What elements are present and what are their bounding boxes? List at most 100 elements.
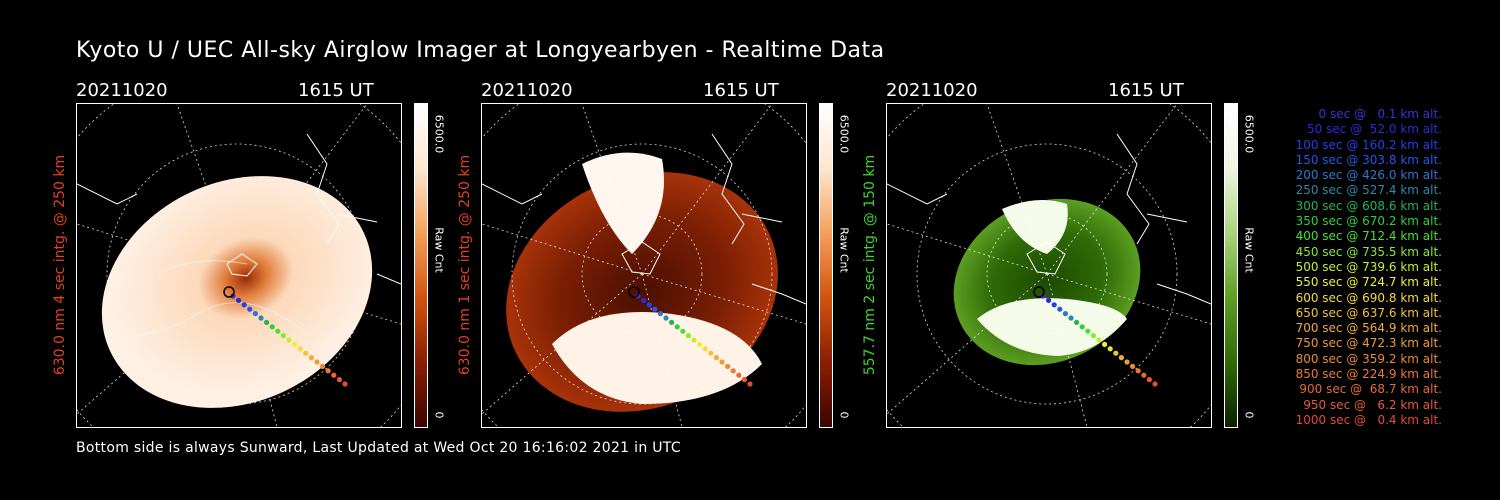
colorbar [414,103,428,428]
trajectory-point [275,328,281,334]
panel-wavelength-label: 557.7 nm 2 sec intg. @ 150 km [862,154,878,376]
trajectory-point [1152,381,1158,387]
trajectory-point [292,341,298,347]
image-panel-1: 20211020 1615 UT 630.0 nm 4 sec intg. @ … [52,80,476,430]
colorbar-max-label: 6500.0 [1242,114,1256,154]
trajectory-point [747,381,753,387]
legend-row: 300 sec @ 608.6 km alt. [1295,198,1442,213]
trajectory-point [674,324,680,330]
colorbar-min-label: 0 [1242,411,1256,419]
trajectory-point [1046,297,1052,303]
trajectory-point [241,302,247,308]
trajectory-point [331,372,337,378]
trajectory-point [646,302,652,308]
trajectory-point [736,372,742,378]
legend-row: 950 sec @ 6.2 km alt. [1303,397,1442,412]
legend-row: 700 sec @ 564.9 km alt. [1295,321,1442,336]
colorbar-min-label: 0 [432,411,446,419]
trajectory-point [1085,328,1091,334]
airglow-image [76,103,402,428]
trajectory-point [342,381,348,387]
trajectory-point [713,355,719,361]
colorbar-unit-label: Raw Cnt [1242,227,1256,273]
colorbar [819,103,833,428]
trajectory-point [669,319,675,325]
colorbar-unit-label: Raw Cnt [837,227,851,273]
trajectory-point [1096,337,1102,343]
legend-row: 750 sec @ 472.3 km alt. [1295,336,1442,351]
legend-row: 600 sec @ 690.8 km alt. [1295,290,1442,305]
colorbar-unit-label: Raw Cnt [432,227,446,273]
legend-row: 900 sec @ 68.7 km alt. [1299,382,1442,397]
colorbar [1224,103,1238,428]
trajectory-point [702,346,708,352]
legend-row: 0 sec @ 0.1 km alt. [1318,107,1443,121]
legend-row: 350 sec @ 670.2 km alt. [1295,214,1442,229]
trajectory-point [286,337,292,343]
colorbar-min-label: 0 [837,411,851,419]
legend-row: 250 sec @ 527.4 km alt. [1295,183,1442,198]
trajectory-point [236,297,242,303]
panel-time: 1615 UT [1108,80,1184,101]
legend-row: 50 sec @ 52.0 km alt. [1307,122,1442,137]
trajectory-point [264,319,270,325]
trajectory-point [269,324,275,330]
trajectory-point [1074,319,1080,325]
trajectory-point [691,337,697,343]
legend-row: 850 sec @ 224.9 km alt. [1295,367,1442,382]
legend-row: 650 sec @ 637.6 km alt. [1295,305,1442,320]
trajectory-point [320,363,326,369]
trajectory-point [325,368,331,374]
panel-date: 20211020 [886,80,978,101]
trajectory-point [685,333,691,339]
trajectory-point [1102,341,1108,347]
trajectory-point [1079,324,1085,330]
trajectory-point [641,297,647,303]
trajectory-point [730,368,736,374]
trajectory-point [1113,350,1119,356]
legend-row: 100 sec @ 160.2 km alt. [1295,137,1442,152]
legend-row: 400 sec @ 712.4 km alt. [1295,229,1442,244]
trajectory-legend: 0 sec @ 0.1 km alt. 50 sec @ 52.0 km alt.… [1258,107,1458,428]
panel-date: 20211020 [76,80,168,101]
airglow-image [481,103,807,428]
trajectory-point [314,359,320,365]
airglow-image [886,103,1212,428]
trajectory-point [697,341,703,347]
trajectory-point [1141,372,1147,378]
footer-note: Bottom side is always Sunward, Last Upda… [76,440,681,456]
trajectory-point [1068,315,1074,321]
legend-row: 200 sec @ 426.0 km alt. [1295,168,1442,183]
trajectory-point [258,315,264,321]
colorbar-max-label: 6500.0 [837,114,851,154]
trajectory-point [1146,377,1152,383]
trajectory-point [1062,311,1068,317]
legend-row: 550 sec @ 724.7 km alt. [1295,275,1442,290]
panel-date: 20211020 [481,80,573,101]
trajectory-point [297,346,303,352]
trajectory-point [719,359,725,365]
panel-time: 1615 UT [298,80,374,101]
trajectory-point [1051,302,1057,308]
trajectory-point [708,350,714,356]
legend-row: 1000 sec @ 0.4 km alt. [1295,412,1442,427]
trajectory-point [652,306,658,312]
trajectory-point [1135,368,1141,374]
page-title: Kyoto U / UEC All-sky Airglow Imager at … [76,38,885,63]
trajectory-point [247,306,253,312]
trajectory-point [680,328,686,334]
trajectory-point [1057,306,1063,312]
trajectory-point [725,363,731,369]
trajectory-point [308,355,314,361]
trajectory-point [1124,359,1130,365]
legend-row: 450 sec @ 735.5 km alt. [1295,244,1442,259]
trajectory-point [280,333,286,339]
trajectory-point [1107,346,1113,352]
trajectory-point [336,377,342,383]
trajectory-point [657,311,663,317]
trajectory-point [252,311,258,317]
image-panel-3: 20211020 1615 UT 557.7 nm 2 sec intg. @ … [862,80,1286,430]
legend-row: 800 sec @ 359.2 km alt. [1295,351,1442,366]
trajectory-point [1118,355,1124,361]
trajectory-point [303,350,309,356]
